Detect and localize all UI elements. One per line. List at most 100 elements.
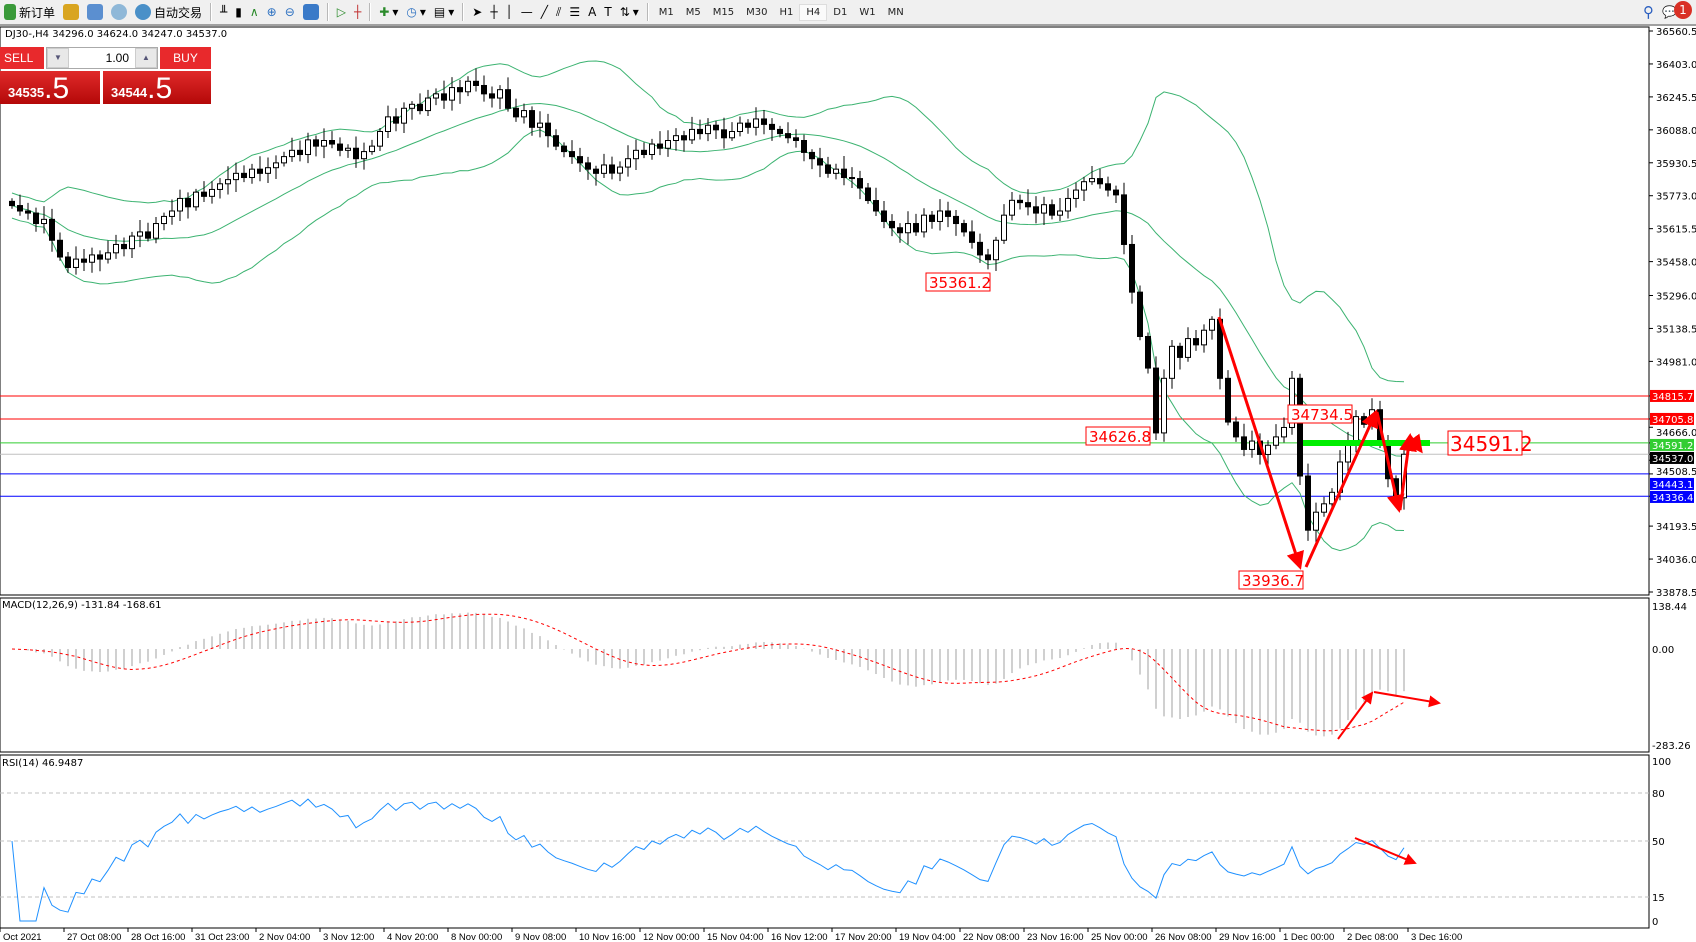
time-label: 2 Dec 08:00 (1347, 932, 1398, 942)
auto-scroll-button[interactable]: ▷ (333, 1, 350, 23)
bear-candle (681, 135, 687, 141)
sell-price-button[interactable]: 34535.5 (0, 71, 100, 104)
vertical-line-button[interactable]: │ (502, 1, 517, 23)
market-watch-button[interactable] (59, 1, 83, 23)
trendline-icon: ╱ (540, 5, 549, 19)
trendline-button[interactable]: ╱ (537, 1, 552, 23)
search-button[interactable]: ⚲ (1639, 1, 1658, 23)
timeframe-w1[interactable]: W1 (859, 6, 876, 18)
timeframe-m30[interactable]: M30 (746, 6, 768, 18)
down-arrow[interactable] (1375, 411, 1405, 513)
indicators-button[interactable]: ✚ ▾ (375, 1, 402, 23)
bear-candle (393, 116, 399, 124)
periods-button[interactable]: ◷ ▾ (402, 1, 430, 23)
bear-candle (593, 168, 599, 174)
lot-increase-button[interactable]: ▲ (135, 48, 157, 68)
timeframe-h1[interactable]: H1 (779, 6, 794, 18)
cursor-button[interactable]: ➤ (468, 1, 486, 23)
rsi-down-arrow[interactable] (1354, 837, 1417, 865)
macd-right-arrow[interactable] (1373, 691, 1441, 708)
annotation-34734[interactable]: 34734.5 (1291, 406, 1353, 424)
timeframe-m1[interactable]: M1 (658, 6, 674, 18)
fibonacci-button[interactable]: ☰ (565, 1, 584, 23)
macd-up-arrow[interactable] (1337, 691, 1374, 740)
crosshair-button[interactable]: ┼ (486, 1, 501, 23)
bear-candle (977, 241, 983, 256)
bear-candle (185, 197, 191, 208)
zoom-out-icon: ⊖ (284, 5, 295, 19)
auto-trading-button[interactable]: 自动交易 (131, 1, 206, 23)
lot-size-stepper[interactable]: ▼ 1.00 ▲ (46, 47, 158, 69)
bull-candle (537, 122, 543, 128)
time-label: 12 Nov 00:00 (643, 932, 700, 942)
bear-candle (585, 162, 591, 170)
sell-button[interactable]: SELL (0, 47, 44, 69)
zoom-in-button[interactable]: ⊕ (263, 1, 281, 23)
annotation-35361[interactable]: 35361.2 (929, 274, 991, 292)
timeframe-h4[interactable]: H4 (799, 3, 828, 21)
horizontal-line-button[interactable]: — (517, 1, 537, 23)
trend-arrows[interactable] (1217, 316, 1441, 865)
candlestick-button[interactable]: ▮ (231, 1, 246, 23)
notification-badge[interactable]: 1 (1674, 1, 1692, 19)
level-price-label: 34705.8 (1652, 415, 1693, 426)
down-arrow[interactable] (1217, 316, 1304, 570)
timeframe-mn[interactable]: MN (887, 6, 904, 18)
bear-candle (1297, 377, 1303, 477)
lot-decrease-button[interactable]: ▼ (47, 48, 69, 68)
bear-candle (873, 200, 879, 212)
data-window-button[interactable] (83, 1, 107, 23)
dropdown-arrow-icon: ▾ (632, 5, 639, 19)
text-label-button[interactable]: T (600, 1, 615, 23)
small-arrow[interactable] (1404, 433, 1423, 454)
timeframe-m5[interactable]: M5 (685, 6, 701, 18)
text-button[interactable]: A (584, 1, 600, 23)
lot-size-input[interactable]: 1.00 (105, 51, 129, 65)
price-label: 34981.0 (1656, 357, 1696, 368)
time-label: 23 Nov 16:00 (1027, 932, 1084, 942)
up-arrow[interactable] (1304, 409, 1379, 568)
annotation-box (1447, 430, 1523, 456)
annotation-34591[interactable]: 34591.2 (1450, 432, 1533, 456)
bear-candle (561, 145, 567, 153)
equidistant-channel-button[interactable]: ⫽ (552, 1, 565, 23)
templates-button[interactable]: ▤ ▾ (430, 1, 458, 23)
tile-windows-button[interactable] (299, 1, 323, 23)
bar-chart-icon: ╨ (220, 5, 228, 19)
bull-candle (1041, 204, 1047, 214)
new-order-button[interactable]: 新订单 (0, 1, 59, 23)
bull-candle (305, 139, 311, 156)
line-chart-button[interactable]: ∧ (246, 1, 263, 23)
bull-candle (289, 149, 295, 158)
bull-candle (1289, 377, 1295, 428)
bull-candle (737, 122, 743, 133)
price-label: 36403.0 (1656, 60, 1696, 71)
bar-chart-button[interactable]: ╨ (216, 1, 231, 23)
bear-candle (201, 191, 207, 197)
timeframe-d1[interactable]: D1 (833, 6, 848, 18)
timeframe-m15[interactable]: M15 (712, 6, 735, 18)
bull-candle (273, 162, 279, 169)
zoom-out-button[interactable]: ⊖ (281, 1, 299, 23)
buy-price-button[interactable]: 34544.5 (103, 71, 211, 104)
bear-candle (1233, 421, 1239, 438)
messages-button[interactable]: 💬 (1658, 1, 1696, 23)
buy-button[interactable]: BUY (160, 47, 211, 69)
middle-band (11, 102, 1405, 457)
bear-candle (417, 103, 423, 112)
bear-candle (777, 128, 783, 135)
bear-candle (121, 243, 127, 250)
separator (210, 3, 213, 21)
signals-button[interactable] (107, 1, 131, 23)
bull-candle (361, 151, 367, 160)
annotation-33936[interactable]: 33936.7 (1242, 572, 1304, 590)
bull-candle (153, 223, 159, 239)
bear-candle (953, 215, 959, 225)
bull-candle (225, 179, 231, 185)
chart-shift-button[interactable]: ┼ (350, 1, 365, 23)
candlestick-icon: ▮ (235, 5, 242, 19)
annotation-34626[interactable]: 34626.8 (1089, 428, 1151, 446)
arrows-button[interactable]: ⇅ ▾ (616, 1, 643, 23)
time-label: 17 Nov 20:00 (835, 932, 892, 942)
